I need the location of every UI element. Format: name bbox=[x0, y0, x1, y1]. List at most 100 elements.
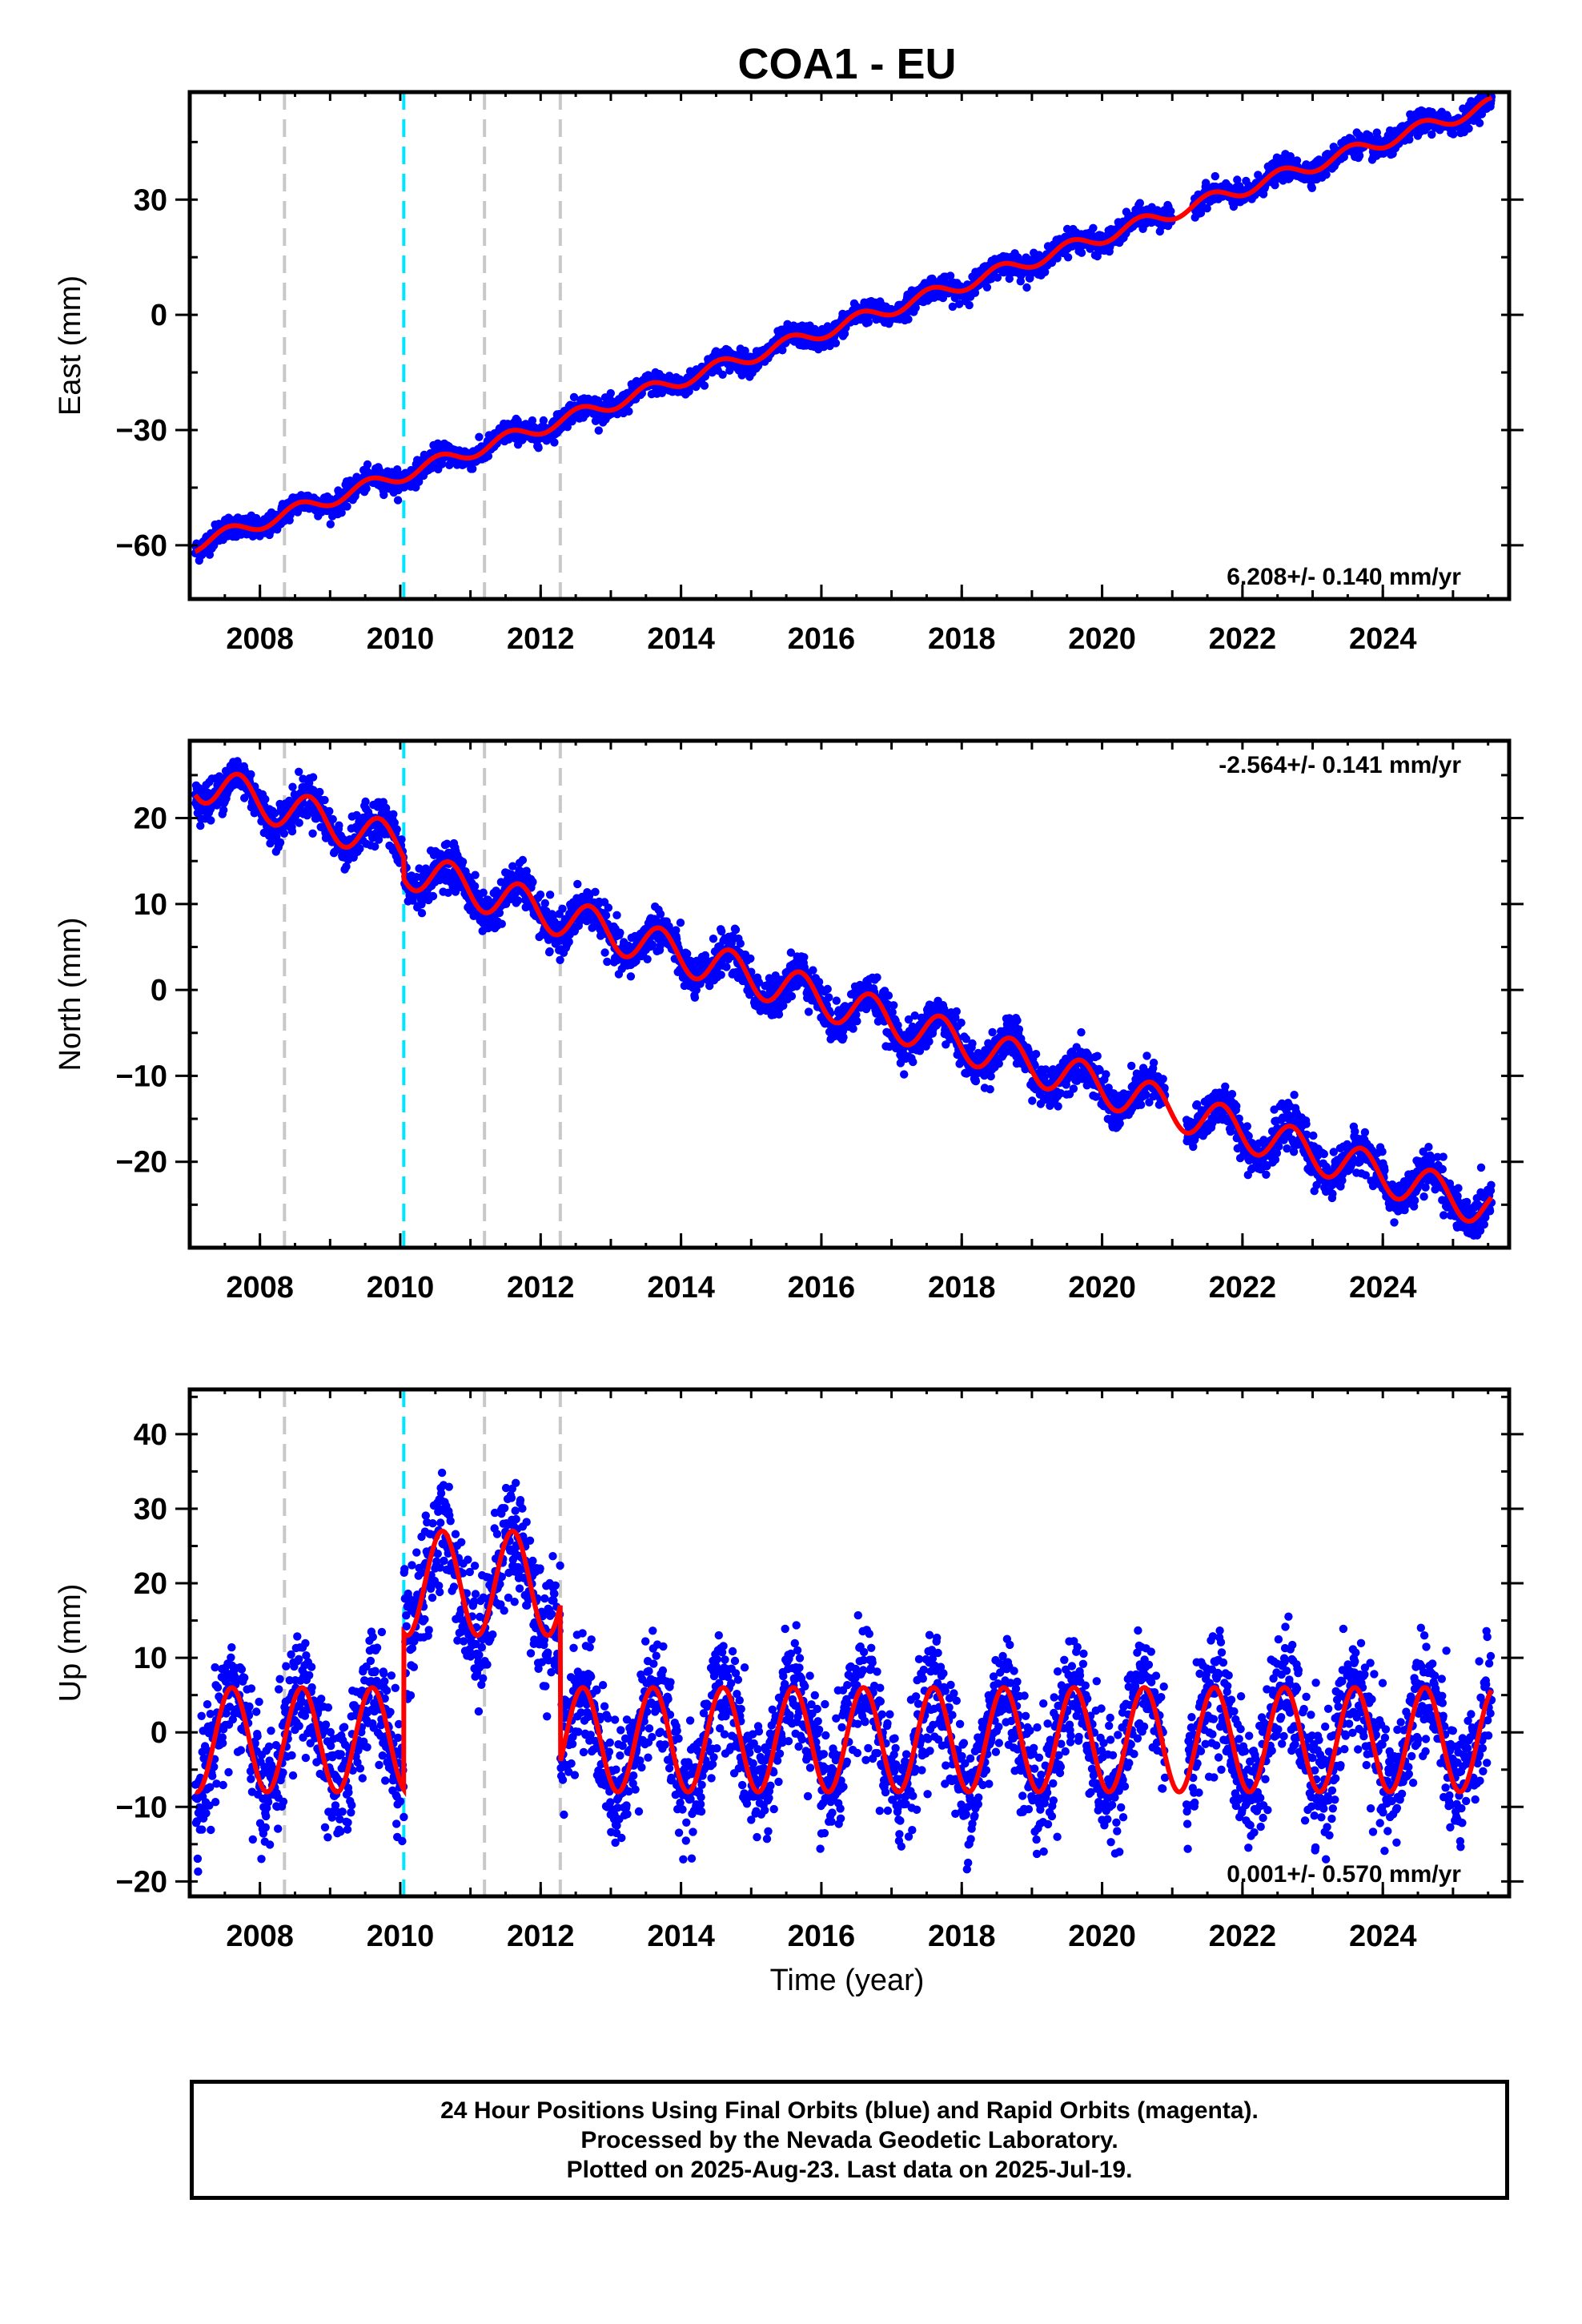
data-point bbox=[1322, 170, 1331, 179]
data-point bbox=[564, 937, 573, 947]
data-point bbox=[556, 955, 564, 965]
data-point bbox=[722, 963, 731, 971]
data-point bbox=[600, 948, 609, 957]
data-point bbox=[207, 816, 215, 825]
data-point bbox=[948, 302, 958, 312]
data-point bbox=[545, 891, 555, 899]
data-point bbox=[831, 339, 841, 348]
x-tick-label: 2020 bbox=[1068, 622, 1136, 656]
data-point bbox=[539, 416, 548, 425]
data-point bbox=[911, 304, 920, 312]
data-point bbox=[982, 283, 992, 292]
data-point bbox=[295, 818, 303, 827]
data-point bbox=[656, 910, 665, 919]
data-point bbox=[718, 370, 727, 379]
data-point bbox=[1166, 207, 1175, 215]
x-tick-label: 2008 bbox=[226, 622, 294, 656]
data-point bbox=[954, 300, 964, 308]
north-panel: 2008 2010 2012 2014 2016 2018 2020 2022 2024−20−… bbox=[54, 738, 1524, 1305]
data-point bbox=[534, 444, 543, 452]
data-point bbox=[279, 829, 289, 838]
data-point bbox=[717, 971, 725, 979]
data-point bbox=[1203, 204, 1211, 213]
data-point bbox=[513, 896, 523, 905]
data-point bbox=[591, 887, 600, 897]
data-point bbox=[261, 794, 270, 804]
x-tick-label: 2012 bbox=[507, 622, 575, 656]
data-point bbox=[1449, 130, 1458, 139]
y-axis-label: East (mm) bbox=[54, 275, 87, 416]
data-point bbox=[362, 484, 371, 493]
data-point bbox=[389, 810, 398, 818]
data-point bbox=[475, 432, 484, 441]
data-point bbox=[528, 878, 537, 887]
east-panel: 2008 2010 2012 2014 2016 2018 2020 2022 2024−60−… bbox=[54, 90, 1524, 656]
data-point bbox=[343, 502, 351, 511]
chart-title: COA1 - EU bbox=[737, 40, 956, 88]
x-tick-label: 2016 bbox=[788, 622, 856, 656]
data-point bbox=[392, 825, 401, 834]
x-tick-label: 2024 bbox=[1349, 622, 1417, 656]
data-point bbox=[800, 953, 809, 962]
data-point bbox=[569, 392, 579, 402]
data-point bbox=[558, 904, 567, 914]
data-point bbox=[288, 782, 297, 791]
data-point bbox=[468, 464, 477, 473]
data-point bbox=[247, 770, 255, 779]
data-point bbox=[320, 795, 329, 805]
x-tick-label: 2014 bbox=[647, 622, 715, 656]
data-point bbox=[624, 407, 633, 416]
data-point bbox=[864, 318, 873, 327]
y-tick-label: 30 bbox=[134, 183, 167, 217]
data-point bbox=[1355, 151, 1364, 160]
data-point bbox=[470, 882, 480, 891]
data-point bbox=[1464, 124, 1473, 133]
data-point bbox=[568, 417, 576, 426]
x-tick-label: 2018 bbox=[928, 622, 996, 656]
y-tick-label: 0 bbox=[151, 299, 167, 332]
data-point bbox=[1026, 274, 1034, 283]
data-point bbox=[616, 928, 624, 937]
data-point bbox=[308, 829, 317, 838]
data-point bbox=[335, 821, 343, 830]
data-point bbox=[428, 891, 438, 901]
data-point bbox=[717, 927, 726, 936]
data-point bbox=[518, 855, 528, 865]
data-point bbox=[1041, 267, 1050, 276]
data-point bbox=[1077, 248, 1086, 257]
data-point bbox=[328, 814, 337, 824]
data-point bbox=[676, 919, 685, 927]
data-point bbox=[417, 909, 427, 918]
data-point bbox=[741, 346, 749, 356]
data-point bbox=[393, 496, 403, 505]
data-point bbox=[1062, 224, 1072, 234]
data-point bbox=[540, 899, 549, 908]
data-point bbox=[904, 315, 913, 324]
data-point bbox=[1307, 183, 1317, 192]
data-point bbox=[626, 972, 636, 981]
data-point bbox=[778, 346, 787, 355]
data-point bbox=[1135, 199, 1145, 207]
data-point bbox=[700, 381, 709, 390]
data-point bbox=[458, 858, 468, 866]
data-point bbox=[746, 954, 755, 963]
data-point bbox=[361, 797, 370, 806]
data-point bbox=[315, 787, 324, 797]
data-point bbox=[690, 993, 700, 1002]
data-point bbox=[536, 891, 545, 899]
data-point bbox=[471, 870, 480, 879]
data-point bbox=[643, 955, 652, 964]
data-point bbox=[787, 991, 797, 1001]
data-point bbox=[731, 925, 741, 935]
x-tick-label: 2010 bbox=[367, 622, 435, 656]
data-point bbox=[1211, 171, 1220, 181]
rate-annotation: 6.208+/- 0.140 mm/yr bbox=[1227, 564, 1461, 590]
data-point bbox=[1005, 274, 1014, 283]
data-point bbox=[295, 767, 303, 776]
data-point bbox=[325, 806, 334, 816]
data-point bbox=[550, 438, 559, 447]
data-point bbox=[379, 490, 388, 500]
data-point bbox=[1063, 253, 1073, 262]
data-point bbox=[594, 426, 603, 435]
data-point bbox=[437, 460, 447, 468]
